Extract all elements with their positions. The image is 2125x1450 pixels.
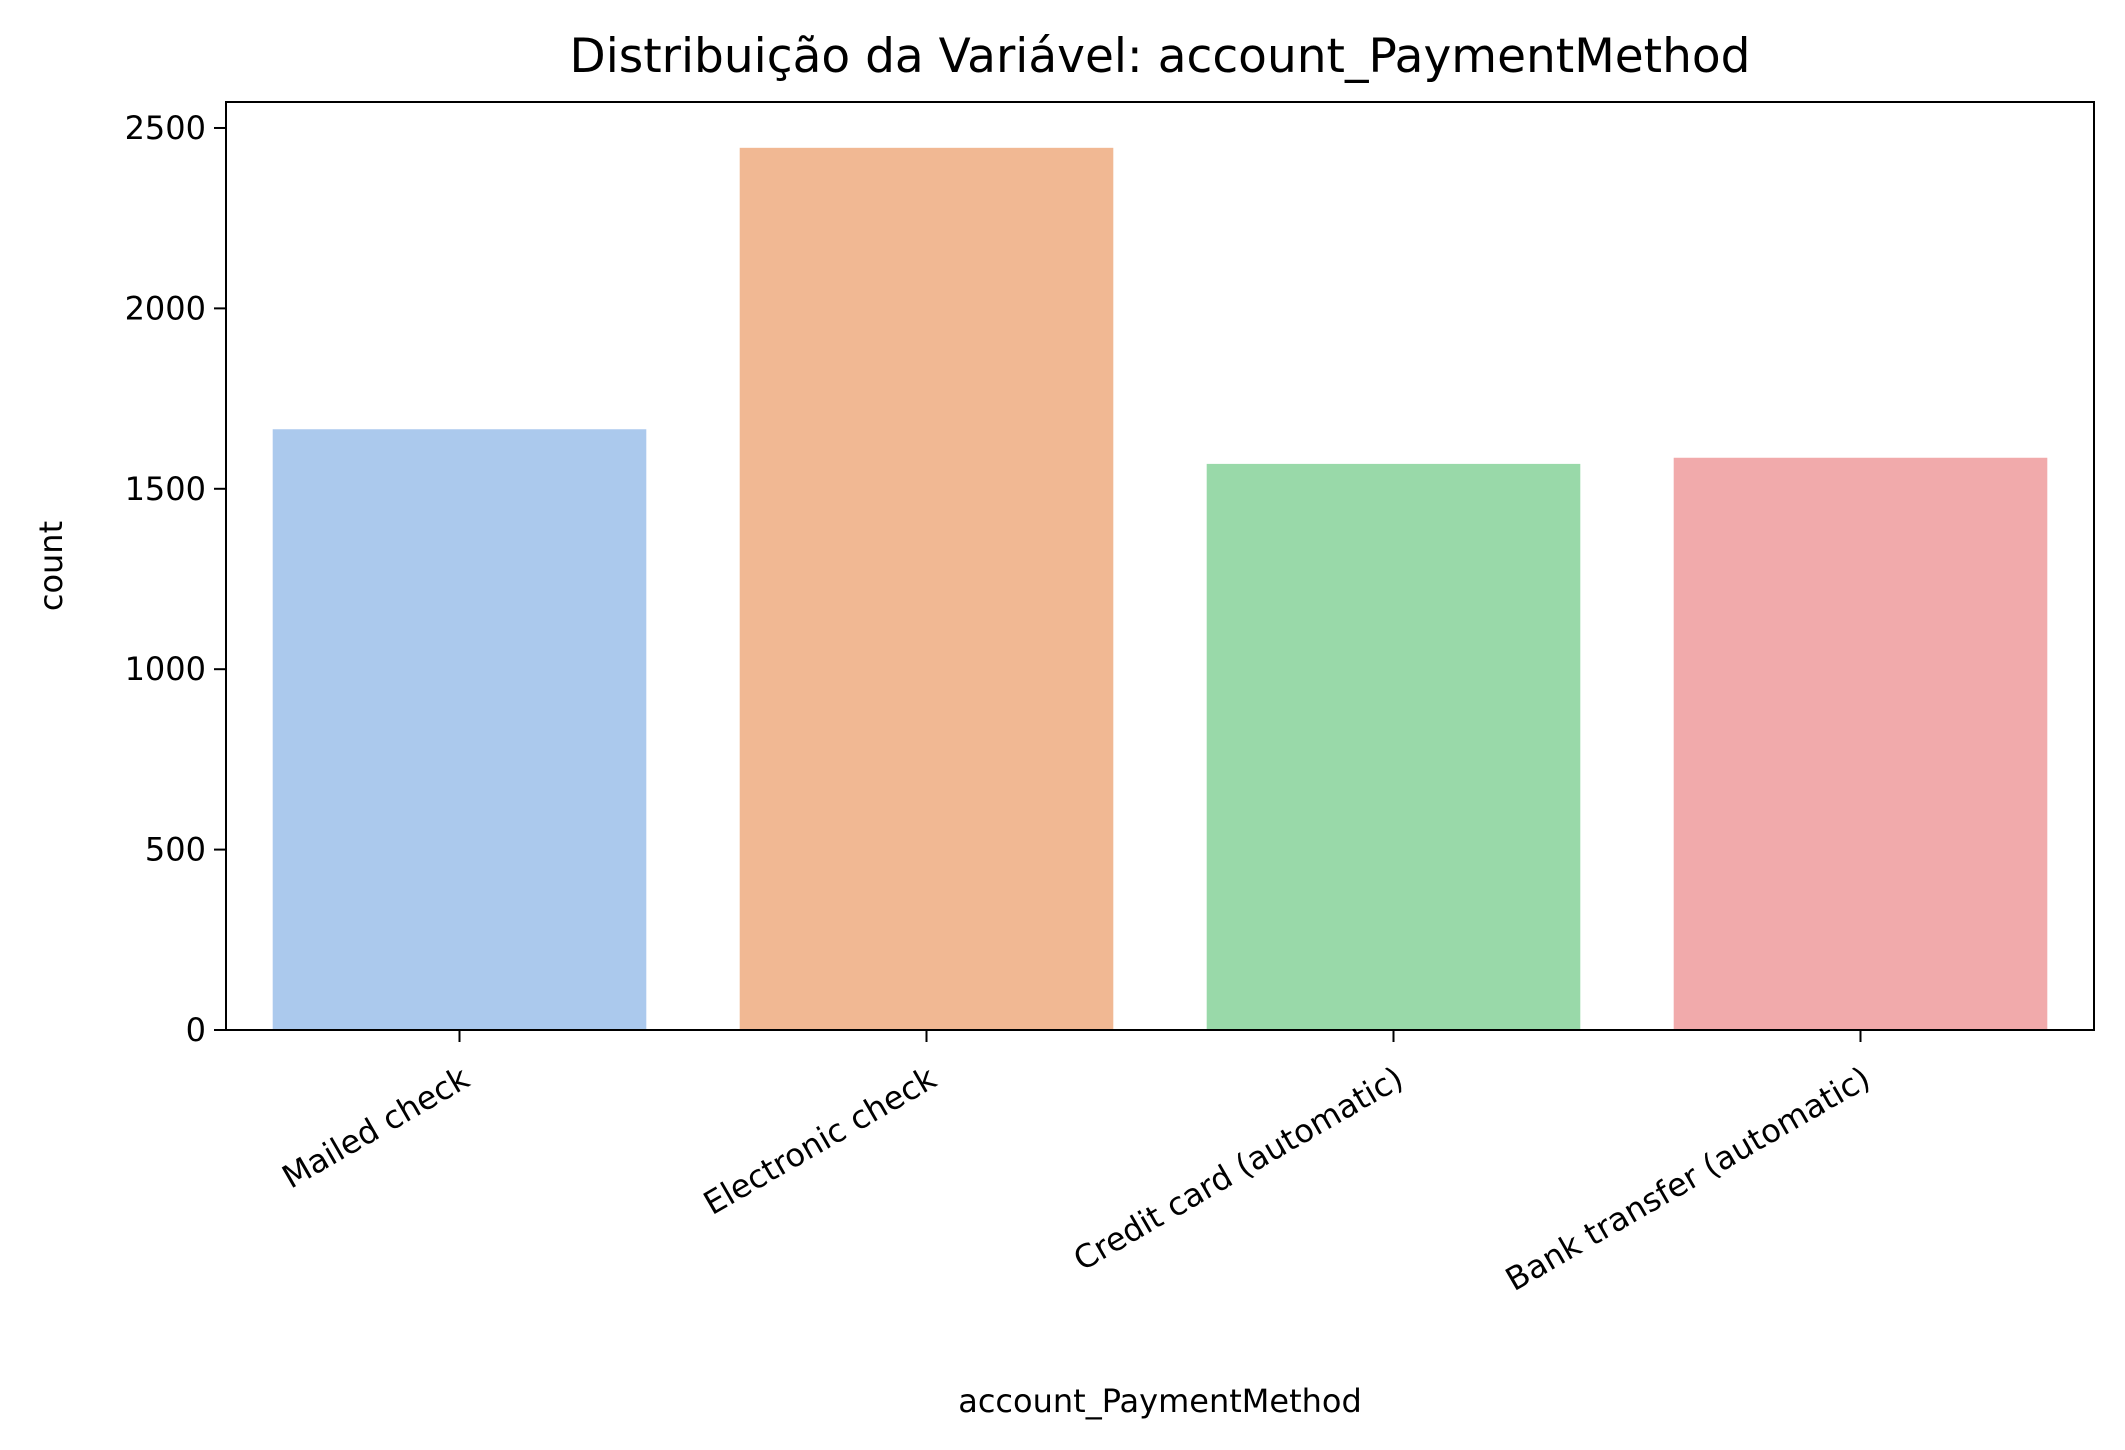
bars-group xyxy=(272,147,2048,1031)
x-tick-label-3: Bank transfer (automatic) xyxy=(1499,1059,1876,1299)
y-axis: 0 500 1000 1500 2000 2500 xyxy=(125,109,226,1049)
x-axis-title: account_PaymentMethod xyxy=(958,1382,1362,1420)
chart-title: Distribuição da Variável: account_Paymen… xyxy=(570,29,1751,84)
y-tick-label-5: 2500 xyxy=(125,109,206,147)
y-tick-label-3: 1500 xyxy=(125,470,206,508)
bar-3 xyxy=(1673,457,2048,1030)
plot-frame xyxy=(225,101,2095,1031)
x-tick-label-1: Electronic check xyxy=(697,1059,943,1223)
bar-0 xyxy=(272,429,647,1030)
x-tick-label-0: Mailed check xyxy=(276,1059,476,1197)
y-tick-label-2: 1000 xyxy=(125,650,206,688)
y-tick-label-1: 500 xyxy=(145,831,206,869)
y-axis-title: count xyxy=(32,521,70,611)
bar-2 xyxy=(1206,463,1581,1031)
bar-1 xyxy=(739,147,1114,1031)
y-tick-label-4: 2000 xyxy=(125,289,206,327)
x-axis: Mailed check Electronic check Credit card … xyxy=(276,1030,1877,1299)
x-tick-label-2: Credit card (automatic) xyxy=(1067,1059,1409,1279)
y-tick-label-0: 0 xyxy=(186,1011,206,1049)
